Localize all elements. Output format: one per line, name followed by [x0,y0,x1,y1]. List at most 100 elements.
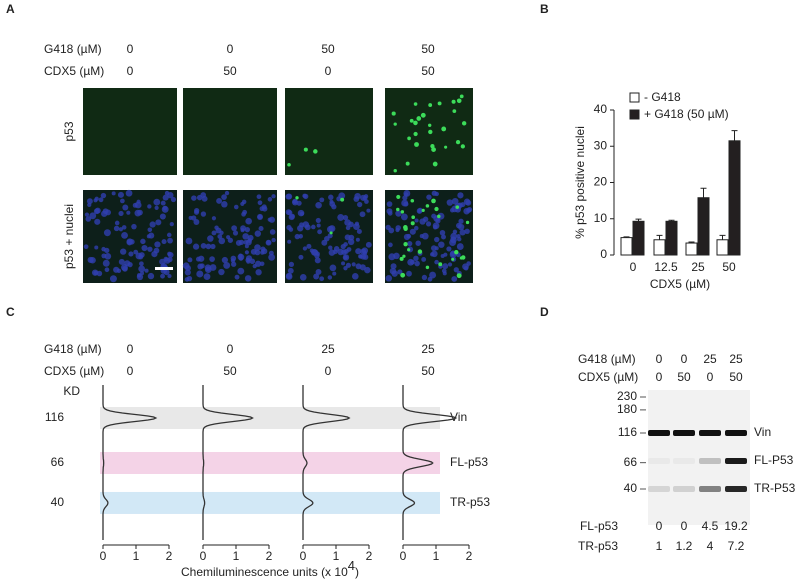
p53-signal [313,149,318,154]
x-tick-label: 1 [133,549,140,563]
nucleus [466,206,473,213]
nucleus [294,233,300,240]
nucleus [159,213,166,220]
x-tick-label: 2 [466,549,473,563]
p53-signal [295,196,299,200]
nucleus [254,244,261,251]
nucleus [147,272,155,280]
quant-name: FL-p53 [580,519,618,533]
nucleus [218,237,226,245]
nucleus [319,197,325,203]
nucleus [427,276,433,282]
nucleus [267,197,273,202]
nucleus [104,247,110,254]
nucleus [139,261,144,267]
nucleus [446,199,454,206]
nucleus [193,209,200,215]
nucleus [407,258,415,266]
nucleus [347,238,355,246]
nucleus [337,214,345,221]
nucleus [200,211,207,217]
nucleus [154,241,161,248]
nucleus [120,248,127,255]
nucleus [207,235,214,242]
nucleus [441,234,446,240]
p53-signal [410,198,415,203]
x-tick-label: 0 [200,549,207,563]
nucleus [94,218,101,225]
nucleus [451,197,459,205]
bar [620,237,633,256]
nucleus [91,269,99,276]
nucleus [332,271,337,276]
nucleus [147,204,152,209]
nucleus [415,240,421,246]
p53-signal [451,99,456,104]
nucleus [196,194,203,201]
nucleus [85,216,92,222]
nucleus [397,269,403,275]
nucleus [231,225,238,232]
kd-label: 116 [45,410,64,424]
nucleus [237,267,245,275]
nucleus [356,228,362,234]
p53-signal [393,168,397,173]
p53-signal [405,161,410,166]
nucleus [303,193,309,200]
nucleus [451,276,458,282]
condition-name: G418 (µM) [578,352,636,366]
p53-signal [431,147,436,152]
nucleus [205,243,212,250]
nucleus [430,245,437,252]
nucleus [343,242,348,247]
nucleus [139,252,145,258]
p53-signal [400,272,406,278]
nucleus [434,191,439,197]
nucleus [297,209,305,217]
nucleus [317,229,323,235]
p53-signal [441,126,447,132]
nucleus [155,219,162,226]
nucleus [406,270,412,277]
nucleus [191,215,197,221]
vin-band [699,430,721,436]
nucleus [328,249,336,256]
nucleus [456,243,464,250]
p53-signal [399,256,404,261]
nucleus [271,194,276,199]
nucleus [244,250,249,255]
nucleus [265,239,272,246]
nucleus [254,230,262,237]
p53-signal [402,254,406,258]
condition-value: 50 [421,42,435,56]
nucleus [302,221,310,228]
nucleus [404,192,409,197]
nucleus [299,273,307,281]
nucleus [118,258,125,265]
nucleus [385,275,393,282]
p53-signal [287,162,291,167]
p53-signal [421,208,425,212]
condition-value: 0 [127,42,134,56]
nucleus [341,261,346,266]
nucleus [400,213,408,221]
nucleus [314,257,321,264]
nucleus [417,207,423,213]
x-tick-label: 1 [333,549,340,563]
nucleus [210,243,216,250]
condition-value: 0 [227,342,234,356]
nucleus [421,274,428,281]
nucleus [257,213,264,220]
p53-signal [455,205,460,209]
nucleus [328,194,334,200]
condition-value: 0 [127,364,134,378]
nucleus [128,251,134,257]
condition-name: CDX5 (µM) [578,370,638,384]
nucleus [286,209,293,216]
mw-label: 40 [624,481,638,495]
nucleus [203,273,211,280]
nucleus [162,194,169,201]
p53-signal [340,197,345,202]
nucleus [160,200,166,206]
p53-signal [455,140,461,145]
